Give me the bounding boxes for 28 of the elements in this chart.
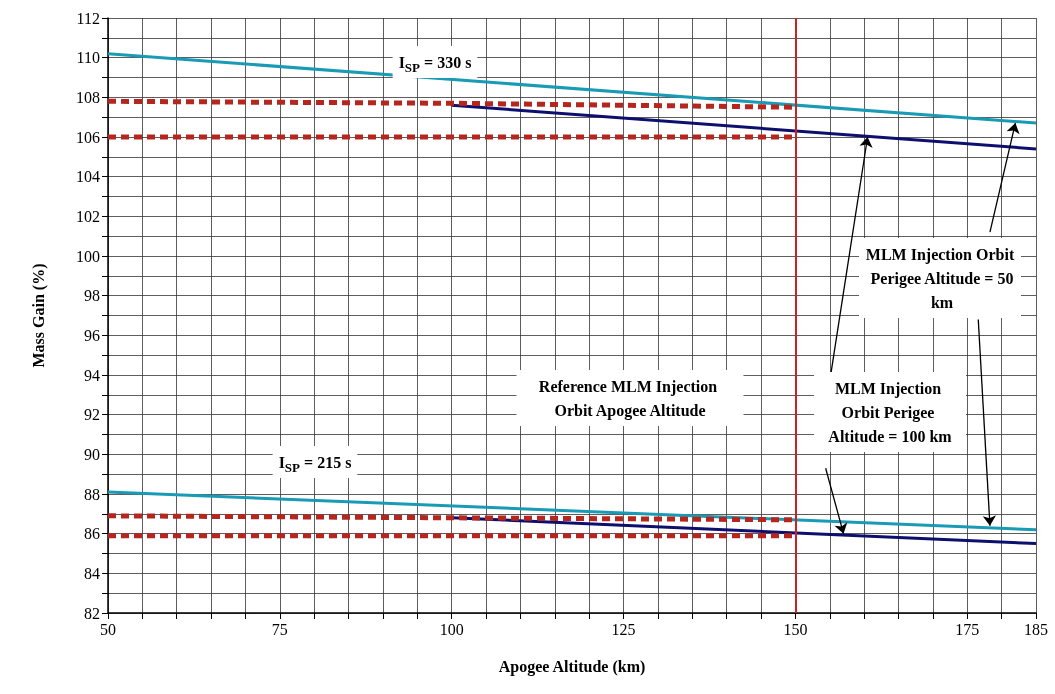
y-tick-label: 98	[84, 287, 100, 305]
y-tick-label: 92	[84, 406, 100, 424]
annotation: MLM Injection Orbit Perigee Altitude = 100 km	[828, 379, 953, 445]
y-tick-label: 90	[84, 445, 100, 463]
y-tick-label: 82	[84, 604, 100, 622]
x-tick-label: 50	[100, 620, 116, 638]
x-tick-label: 100	[439, 620, 464, 638]
y-tick-label: 88	[84, 485, 100, 503]
y-tick-label: 104	[76, 168, 100, 186]
y-tick-label: 106	[76, 128, 100, 146]
y-tick-label: 110	[76, 49, 100, 67]
annotation: Reference MLM Injection Orbit Apogee Altitude	[538, 377, 722, 420]
annotation: MLM Injection Orbit Perigee Altitude = 50 km	[865, 245, 1015, 311]
x-tick-label: 125	[611, 620, 636, 638]
y-tick-label: 100	[76, 247, 100, 265]
x-axis-title: Apogee Altitude (km)	[498, 657, 646, 676]
x-tick-label: 185	[1024, 620, 1048, 638]
y-tick-label: 108	[76, 88, 100, 106]
y-tick-label: 102	[76, 207, 100, 225]
y-tick-label: 86	[84, 525, 100, 543]
x-tick-label: 175	[955, 620, 980, 638]
y-tick-label: 94	[84, 366, 100, 384]
y-tick-label: 96	[84, 326, 100, 344]
y-tick-label: 112	[76, 9, 100, 27]
x-tick-label: 75	[271, 620, 288, 638]
x-tick-label: 150	[783, 620, 808, 638]
y-axis-title: Mass Gain (%)	[29, 263, 48, 368]
y-tick-label: 84	[84, 564, 100, 582]
